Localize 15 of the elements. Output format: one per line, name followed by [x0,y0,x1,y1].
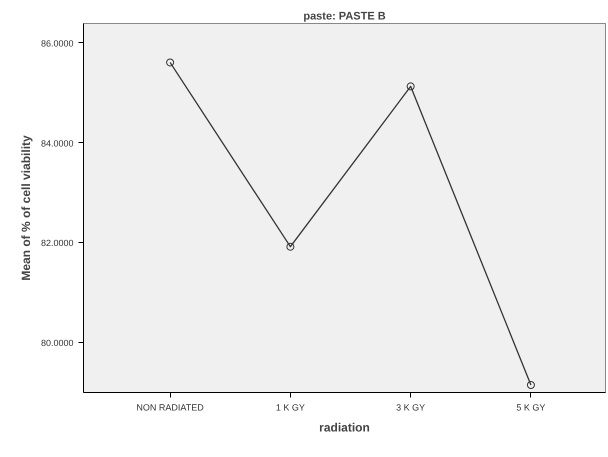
x-tick-label: 3 K GY [396,402,426,412]
x-axis-title: radiation [319,420,370,434]
chart-title: paste: PASTE B [303,10,386,22]
point [286,242,294,251]
x-tick-label: 5 K GY [516,402,546,412]
point [406,82,415,90]
y-tick-label: 80.0000 [40,338,74,348]
y-tick-label: 86.0000 [40,38,74,48]
point [526,381,535,390]
y-tick-label: 82.0000 [40,238,74,248]
y-axis-title: Mean of % of cell viability [18,134,33,281]
y-tick-label: 84.0000 [40,138,74,148]
point [166,58,174,66]
x-tick-label: 1 K GY [276,402,305,412]
x-tick-label: NON RADIATED [136,402,204,412]
